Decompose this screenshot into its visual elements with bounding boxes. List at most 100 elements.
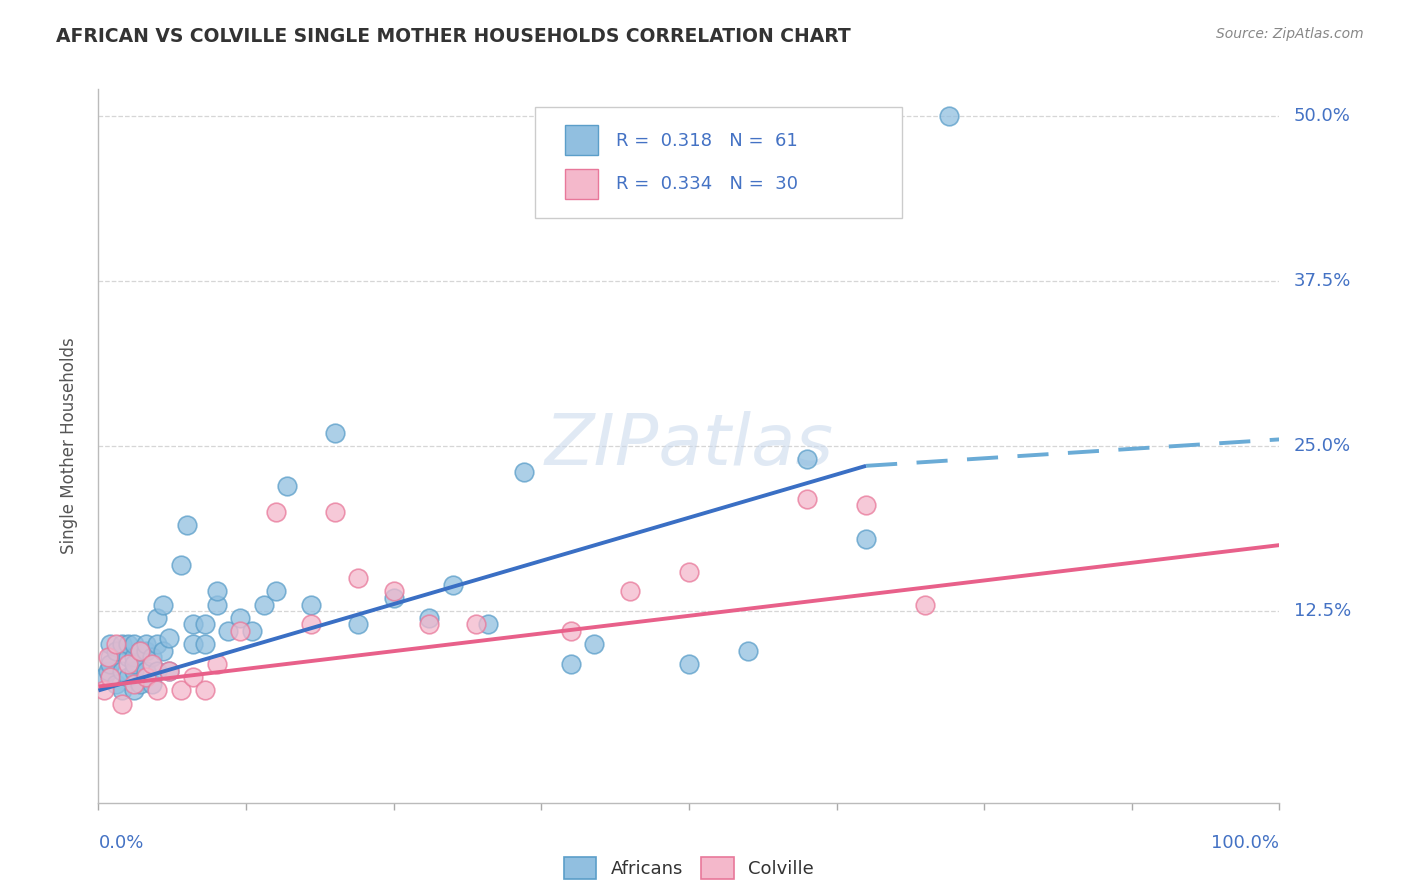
Point <box>97 664 120 678</box>
Point <box>98 637 121 651</box>
Point <box>441 578 464 592</box>
Point <box>146 683 169 698</box>
Point <box>194 637 217 651</box>
Point <box>135 664 157 678</box>
Point <box>122 650 145 665</box>
Point <box>93 670 115 684</box>
Point <box>418 617 440 632</box>
Point <box>465 617 488 632</box>
Point <box>678 565 700 579</box>
Point <box>105 677 128 691</box>
Point <box>122 664 145 678</box>
Point <box>146 664 169 678</box>
Point <box>914 598 936 612</box>
Text: 37.5%: 37.5% <box>1294 272 1351 290</box>
Point <box>347 571 370 585</box>
Point <box>117 657 139 671</box>
Point <box>117 637 139 651</box>
Text: 0.0%: 0.0% <box>98 834 143 852</box>
Y-axis label: Single Mother Households: Single Mother Households <box>59 338 77 554</box>
Point <box>170 683 193 698</box>
Point <box>560 657 582 671</box>
Point <box>477 617 499 632</box>
Point <box>111 683 134 698</box>
Point <box>141 650 163 665</box>
Point <box>229 611 252 625</box>
Point <box>117 650 139 665</box>
Point <box>382 584 405 599</box>
Point <box>240 624 263 638</box>
Point <box>122 657 145 671</box>
Point <box>512 466 534 480</box>
FancyBboxPatch shape <box>565 125 598 154</box>
Point <box>382 591 405 605</box>
Point <box>323 425 346 440</box>
Point <box>176 518 198 533</box>
Point <box>98 670 121 684</box>
Point <box>205 584 228 599</box>
FancyBboxPatch shape <box>565 169 598 199</box>
Point <box>194 683 217 698</box>
Text: R =  0.334   N =  30: R = 0.334 N = 30 <box>616 175 797 193</box>
Point <box>737 644 759 658</box>
Point <box>194 617 217 632</box>
Point <box>323 505 346 519</box>
Text: Source: ZipAtlas.com: Source: ZipAtlas.com <box>1216 27 1364 41</box>
Point <box>418 611 440 625</box>
Point <box>135 637 157 651</box>
Point <box>98 650 121 665</box>
Text: ZIPatlas: ZIPatlas <box>544 411 834 481</box>
Point <box>583 637 606 651</box>
Point <box>181 637 204 651</box>
Point <box>117 670 139 684</box>
Point <box>560 624 582 638</box>
Point <box>146 637 169 651</box>
Point <box>98 657 121 671</box>
Point <box>146 611 169 625</box>
Point <box>141 657 163 671</box>
Point <box>157 631 180 645</box>
Point <box>122 683 145 698</box>
Point <box>347 617 370 632</box>
Point <box>157 664 180 678</box>
Point <box>181 670 204 684</box>
Text: 12.5%: 12.5% <box>1294 602 1351 620</box>
Text: 100.0%: 100.0% <box>1212 834 1279 852</box>
Point <box>299 598 322 612</box>
Legend: Africans, Colville: Africans, Colville <box>557 850 821 887</box>
Point <box>264 505 287 519</box>
Point <box>128 644 150 658</box>
Point <box>205 598 228 612</box>
Point <box>128 677 150 691</box>
FancyBboxPatch shape <box>536 107 901 218</box>
Point <box>619 584 641 599</box>
Point <box>152 644 174 658</box>
Point <box>152 598 174 612</box>
Point <box>299 617 322 632</box>
Point <box>217 624 239 638</box>
Point <box>128 644 150 658</box>
Text: AFRICAN VS COLVILLE SINGLE MOTHER HOUSEHOLDS CORRELATION CHART: AFRICAN VS COLVILLE SINGLE MOTHER HOUSEH… <box>56 27 851 45</box>
Point <box>855 499 877 513</box>
Point <box>135 670 157 684</box>
Point <box>276 478 298 492</box>
Point <box>264 584 287 599</box>
Text: R =  0.318   N =  61: R = 0.318 N = 61 <box>616 132 797 150</box>
Point <box>105 644 128 658</box>
Point <box>97 650 120 665</box>
Point <box>111 664 134 678</box>
Point <box>111 697 134 711</box>
Point <box>122 677 145 691</box>
Point <box>205 657 228 671</box>
Point <box>181 617 204 632</box>
Point <box>111 637 134 651</box>
Text: 50.0%: 50.0% <box>1294 107 1350 125</box>
Text: 25.0%: 25.0% <box>1294 437 1351 455</box>
Point <box>938 109 960 123</box>
Point <box>796 491 818 506</box>
Point <box>141 677 163 691</box>
Point <box>855 532 877 546</box>
Point <box>135 644 157 658</box>
Point <box>157 664 180 678</box>
Point <box>93 683 115 698</box>
